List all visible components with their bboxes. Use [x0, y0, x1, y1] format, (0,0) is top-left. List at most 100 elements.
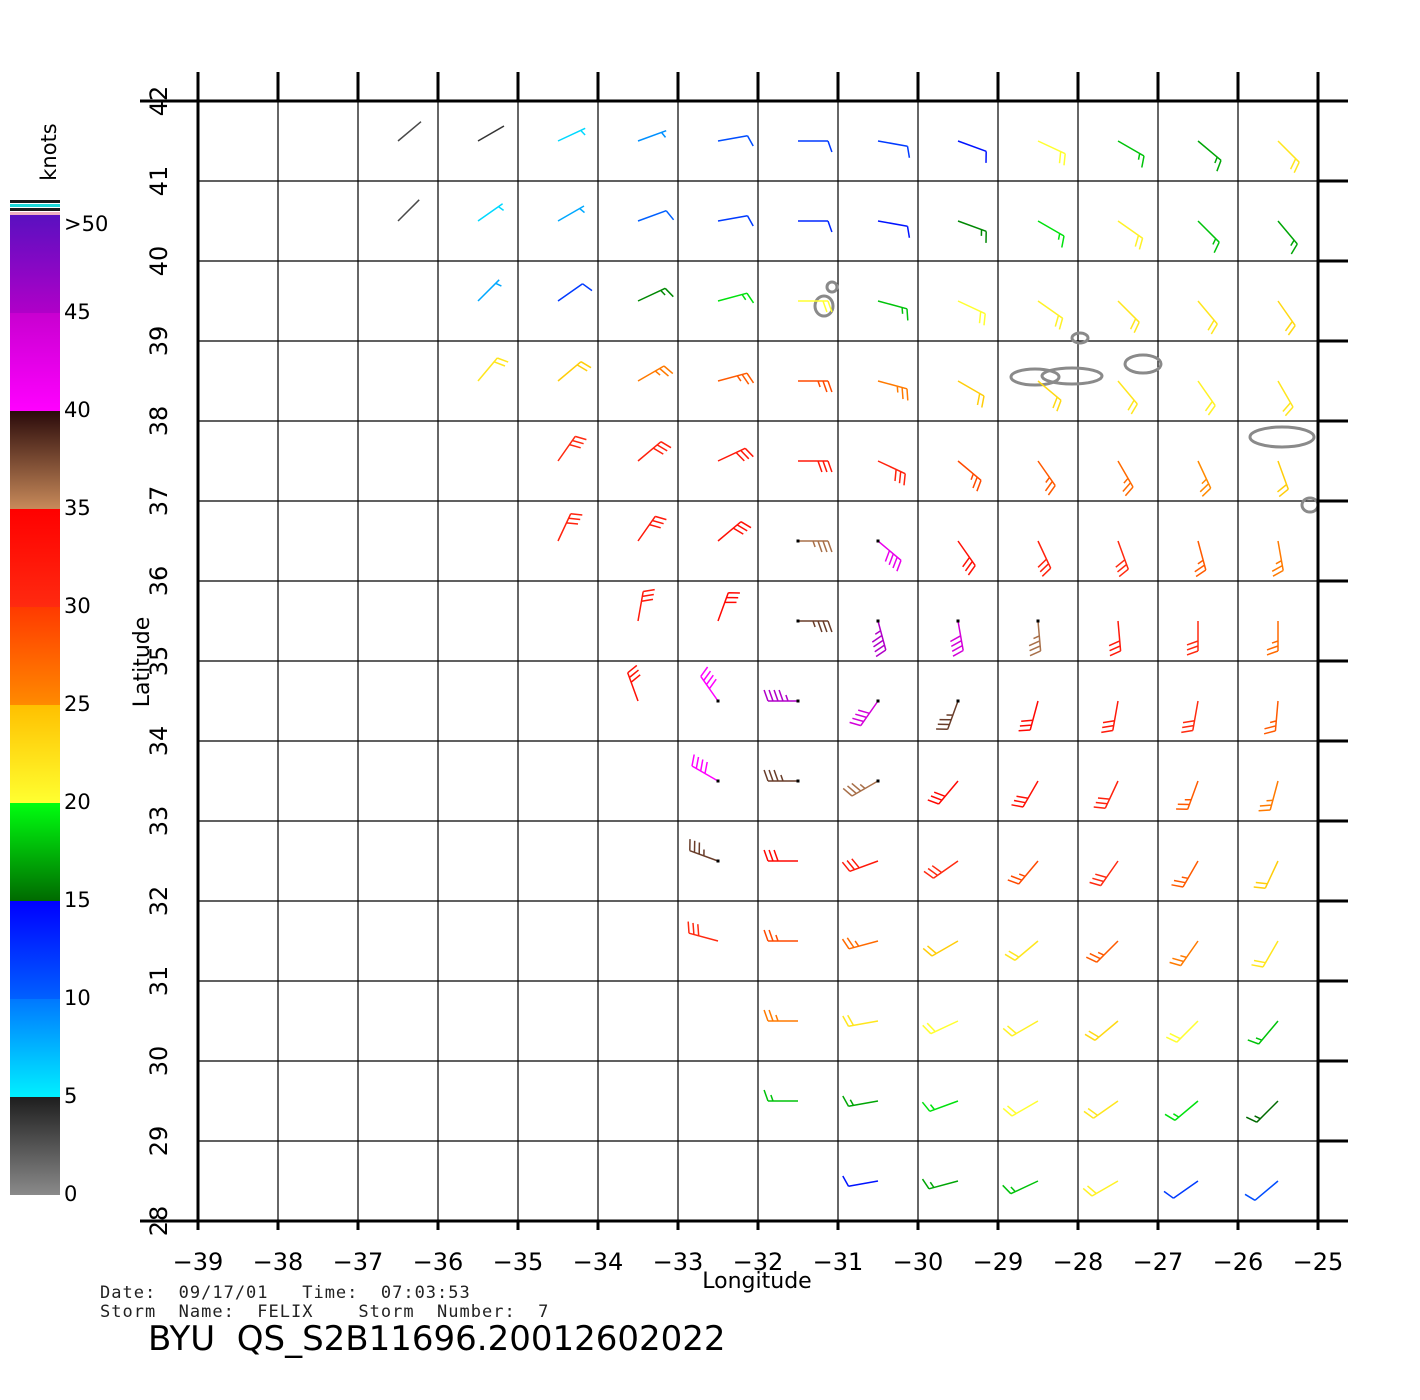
wind-barb — [717, 372, 755, 385]
wind-barb — [1277, 380, 1294, 417]
barb-dot — [956, 619, 960, 623]
wind-barb — [717, 447, 754, 462]
wind-barb — [1117, 140, 1145, 168]
y-tick-label: 40 — [145, 246, 173, 277]
colorbar-tick-label: 10 — [64, 986, 91, 1010]
y-tick-label: 29 — [145, 1126, 173, 1157]
wind-barb — [1117, 300, 1140, 334]
y-tick-label: 28 — [145, 1206, 173, 1237]
island — [1040, 366, 1104, 386]
wind-barb — [763, 1089, 798, 1102]
x-axis-label: Longitude — [702, 1269, 811, 1294]
wind-barb — [687, 921, 719, 942]
wind-barb — [637, 287, 674, 302]
wind-barb — [1277, 140, 1300, 174]
wind-barb — [1197, 460, 1212, 497]
wind-barb — [950, 620, 964, 657]
wind-barb — [1194, 540, 1207, 578]
wind-barb — [957, 300, 986, 326]
wind-barb — [1115, 540, 1130, 578]
island — [1070, 331, 1090, 345]
wind-barb — [1271, 540, 1284, 577]
wind-barb — [477, 125, 505, 142]
wind-barb — [626, 664, 641, 702]
wind-barb — [1263, 700, 1279, 735]
wind-barb — [477, 357, 509, 382]
barb-dot — [796, 779, 800, 783]
x-tick-label: −31 — [813, 1248, 864, 1276]
wind-barb — [1101, 700, 1119, 734]
wind-barb — [798, 220, 833, 233]
y-tick-label: 37 — [145, 486, 173, 517]
y-tick-label: 36 — [145, 566, 173, 597]
wind-barb — [1002, 1020, 1039, 1037]
wind-barb — [1004, 940, 1039, 961]
wind-barb — [397, 199, 420, 222]
barb-dot — [876, 539, 880, 543]
wind-barb — [1171, 860, 1199, 888]
x-tick-label: −26 — [1213, 1248, 1264, 1276]
wind-barb — [849, 700, 879, 727]
x-tick-label: −28 — [1053, 1248, 1104, 1276]
wind-barb — [1028, 620, 1042, 657]
island — [1248, 425, 1316, 449]
wind-barb — [842, 780, 879, 797]
colorbar-tick-label: 40 — [64, 398, 91, 422]
wind-barb — [1277, 300, 1296, 336]
wind-barb — [1002, 1100, 1039, 1117]
wind-barb — [1169, 940, 1199, 967]
wind-barb — [1164, 1100, 1199, 1121]
x-tick-label: −25 — [1293, 1248, 1344, 1276]
wind-barb — [763, 849, 798, 862]
barb-dot — [796, 699, 800, 703]
wind-barb — [923, 860, 959, 879]
colorbar-tick-label: 30 — [64, 594, 91, 618]
wind-barb — [763, 929, 798, 942]
colorbar-band — [10, 215, 60, 313]
wind-barb — [1245, 1100, 1279, 1123]
wind-barb — [1037, 460, 1056, 496]
barb-dot — [796, 539, 800, 543]
x-tick-label: −38 — [253, 1248, 304, 1276]
barb-dot — [876, 619, 880, 623]
wind-barb — [1037, 220, 1065, 248]
colorbar-tick-label: 0 — [64, 1182, 77, 1206]
storm-line: Storm Name: FELIX Storm Number: 7 — [100, 1302, 549, 1322]
wind-barb — [1002, 1180, 1039, 1195]
barb-dot — [876, 779, 880, 783]
wind-barb — [717, 135, 754, 147]
wind-barb — [1084, 1020, 1119, 1041]
wind-barb — [1165, 1020, 1199, 1043]
wind-barb — [397, 121, 422, 142]
colorbar-cap — [10, 204, 60, 207]
wind-barb — [1108, 620, 1122, 657]
wind-barb — [871, 620, 887, 658]
y-tick-label: 35 — [145, 646, 173, 677]
wind-barb — [1093, 780, 1119, 809]
wind-barb — [1037, 300, 1064, 330]
x-tick-label: −35 — [493, 1248, 544, 1276]
wind-barb — [1082, 1180, 1119, 1197]
wind-barb — [1277, 220, 1298, 255]
wind-barb — [1117, 380, 1138, 415]
island — [813, 294, 835, 318]
wind-barb — [957, 380, 985, 408]
wind-barb — [477, 203, 505, 222]
x-tick-label: −29 — [973, 1248, 1024, 1276]
colorbar-tick-label: 25 — [64, 692, 91, 716]
wind-barb — [1266, 621, 1279, 656]
title: BYU QS_S2B11696.20012602022 — [148, 1319, 726, 1359]
wind-barb — [841, 858, 879, 873]
wind-barb — [717, 592, 740, 622]
wind-barb — [877, 460, 906, 486]
x-tick-label: −27 — [1133, 1248, 1184, 1276]
wind-barb — [717, 215, 754, 227]
colorbar-cap — [10, 200, 60, 203]
wind-barb — [842, 1014, 879, 1027]
y-tick-label: 38 — [145, 406, 173, 437]
wind-barb — [1117, 460, 1134, 497]
x-tick-label: −33 — [653, 1248, 704, 1276]
wind-barb — [557, 127, 586, 142]
wind-barb — [557, 435, 587, 462]
